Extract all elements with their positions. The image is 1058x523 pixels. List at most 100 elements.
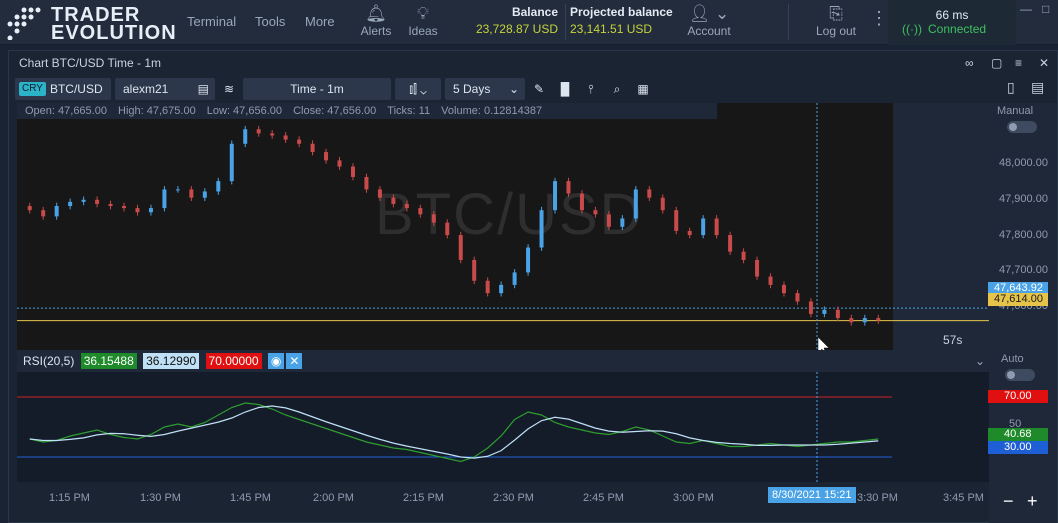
candle-body (445, 222, 450, 236)
menu-more[interactable]: More (305, 14, 335, 29)
projected-balance-value: 23,141.51 USD (570, 22, 653, 36)
volume-value: Volume: 0.12814387 (441, 105, 543, 117)
chart-watermark: BTC/USD (375, 182, 644, 247)
candle-body (391, 197, 396, 204)
rsi-mid-tick: 50 (1009, 418, 1022, 430)
candle-body (714, 218, 719, 236)
ticks-value: Ticks: 11 (387, 105, 431, 117)
mouse-cursor-icon (817, 336, 830, 350)
layout-icon[interactable]: ▦ (637, 82, 649, 96)
rsi-line (29, 402, 879, 463)
timeframe-selector[interactable]: Time - 1m (243, 78, 391, 100)
candle-body (701, 218, 706, 236)
candlestick-icon: ⫾⫿ ⌄ (409, 82, 427, 96)
panel-menu-icon[interactable]: ≡ (1015, 56, 1023, 70)
time-tick: 1:45 PM (230, 492, 271, 504)
candle-body (256, 129, 261, 134)
remove-indicator-icon[interactable]: ✕ (286, 353, 303, 369)
rsi-series (17, 372, 892, 482)
range-selector[interactable]: 5 Days ⌄ (445, 78, 525, 100)
manual-toggle[interactable] (1007, 121, 1037, 133)
candle-body (54, 206, 59, 217)
time-tick: 1:15 PM (49, 492, 90, 504)
alerts-button[interactable]: 🔔︎ Alerts (358, 4, 394, 38)
rsi-chart[interactable] (17, 372, 989, 482)
more-vertical-icon[interactable]: ⋮ (870, 8, 888, 28)
candle-body (606, 214, 611, 227)
candle-body (526, 247, 531, 273)
timeframe-label: Time - 1m (290, 82, 344, 96)
chevron-down-icon: ⌄ (508, 82, 519, 96)
price-scale-icon[interactable]: ⫯ (588, 82, 594, 96)
close-icon[interactable]: ✕ (1039, 56, 1050, 70)
ideas-label: Ideas (408, 24, 438, 38)
menu-terminal[interactable]: Terminal (187, 14, 237, 29)
candlestick-series (17, 103, 989, 350)
account-button[interactable]: 👤︎ ⌄ Account (684, 4, 734, 38)
time-tick: 3:00 PM (673, 492, 714, 504)
candle-body (876, 318, 881, 321)
menu-tools[interactable]: Tools (255, 14, 286, 29)
zoom-icon[interactable]: ⌕ (613, 82, 621, 96)
high-value: High: 47,675.00 (118, 105, 196, 117)
top-bar: TRADER EVOLUTION Terminal Tools More 🔔︎ … (0, 0, 1058, 45)
cursor-price-tag: 47,643.92 (988, 282, 1048, 295)
account-card-icon: ▤ (197, 82, 209, 96)
divider (788, 4, 789, 40)
minimize-icon[interactable]: — (1020, 2, 1032, 16)
indicators-icon[interactable]: ▐▌ (556, 82, 574, 96)
candle-body (68, 201, 73, 207)
rsi-lower-tag: 30.00 (988, 441, 1048, 454)
last-price-tag: 47,614.00 (988, 293, 1048, 306)
rsi-header: RSI(20,5) 36.15488 36.12990 70.00000 ◉ ✕ … (17, 350, 989, 372)
zoom-in-icon[interactable]: + (1027, 491, 1038, 511)
price-tick: 47,900.00 (999, 193, 1048, 205)
draw-icon[interactable]: ✎ (533, 82, 545, 96)
auto-toggle[interactable] (1005, 369, 1035, 381)
ohlc-info: Open: 47,665.00 High: 47,675.00 Low: 47,… (17, 103, 717, 119)
rsi-upper-tag: 70.00 (988, 390, 1048, 403)
candle-body (553, 181, 558, 211)
connection-status: 66 ms ((·)) Connected (888, 0, 1016, 45)
basket-icon[interactable]: ▤ (1031, 79, 1045, 95)
open-value: Open: 47,665.00 (25, 105, 107, 117)
maximize-icon[interactable]: □ (1042, 2, 1050, 16)
candle-body (660, 197, 665, 211)
compare-icon[interactable]: ≋ (223, 82, 235, 96)
chart-type-selector[interactable]: ⫾⫿ ⌄ (395, 78, 441, 100)
candle-body (647, 189, 652, 198)
symbol-selector[interactable]: CRY BTC/USD (15, 78, 111, 100)
candle-body (418, 208, 423, 215)
trade-icon[interactable]: ▯ (1007, 79, 1015, 95)
candle-body (229, 143, 234, 182)
symbol-label: BTC/USD (49, 82, 103, 96)
candle-body (566, 181, 571, 194)
price-tick: 48,000.00 (999, 157, 1048, 169)
candle-body (539, 210, 544, 248)
rsi-signal-value: 36.12990 (143, 353, 200, 369)
candle-body (835, 309, 840, 319)
ideas-button[interactable]: 💡︎ Ideas (405, 4, 441, 38)
balance-block: Balance 23,728.87 USD (470, 5, 558, 36)
candle-body (189, 189, 194, 198)
link-icon[interactable]: ∞ (965, 56, 974, 70)
candle-body (822, 309, 827, 314)
price-chart[interactable]: BTC/USD 57s (17, 103, 989, 350)
brand-line2: EVOLUTION (51, 22, 177, 44)
panel-title: Chart BTC/USD Time - 1m (19, 56, 162, 70)
eye-icon[interactable]: ◉ (267, 353, 285, 369)
candle-body (755, 259, 760, 277)
popout-icon[interactable]: ▢ (991, 56, 1003, 70)
account-selector[interactable]: alexm21 ▤ (115, 78, 215, 100)
logout-label: Log out (815, 24, 857, 38)
candle-body (741, 251, 746, 260)
candle-body (202, 191, 207, 198)
logout-button[interactable]: ⎘ Log out (810, 4, 862, 38)
collapse-icon[interactable]: ⌄ (974, 354, 985, 368)
candle-body (81, 199, 86, 202)
candle-body (431, 214, 436, 223)
candle-body (377, 189, 382, 198)
candle-body (283, 135, 288, 140)
zoom-out-icon[interactable]: − (1003, 491, 1014, 511)
user-icon: 👤︎ ⌄ (688, 4, 730, 23)
